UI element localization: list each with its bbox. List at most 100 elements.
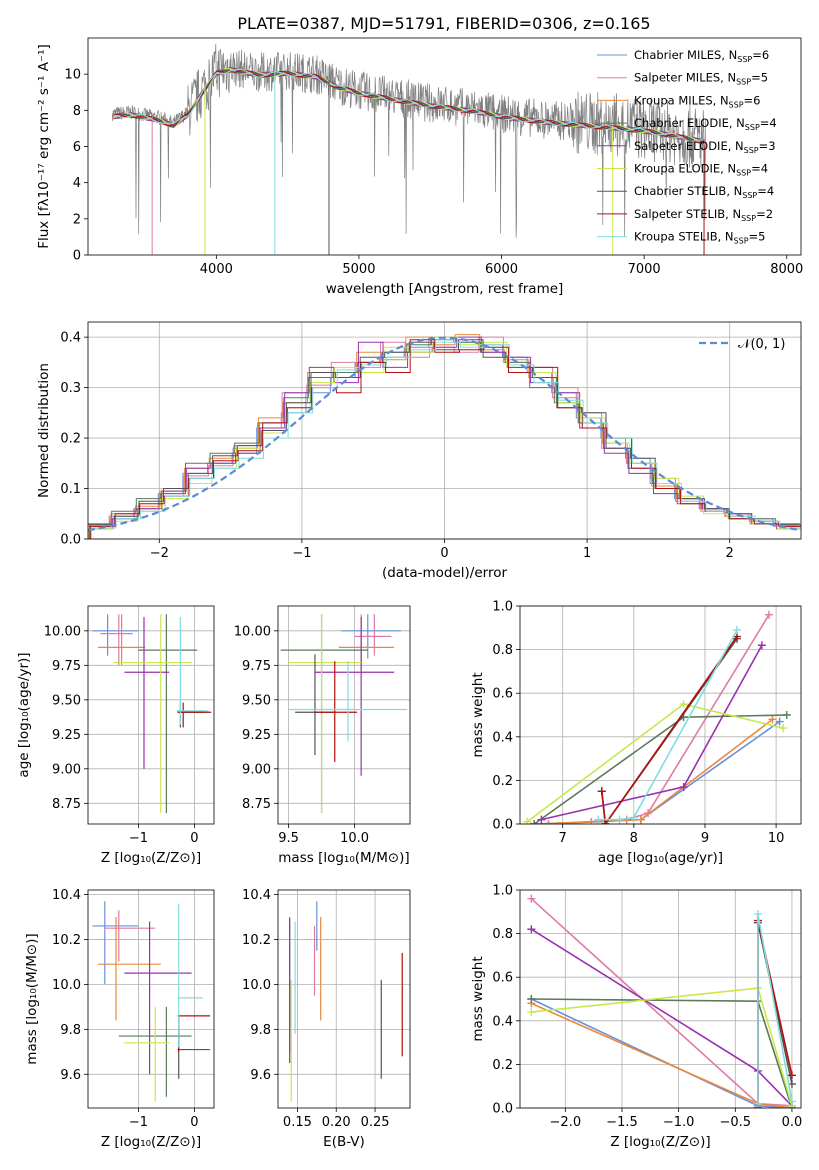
legend-label-text: Kroupa ELODIE, N [634, 162, 736, 176]
y-tick-label: 9.50 [52, 693, 81, 708]
axis-ticks: 7 8 9 10 0.0 0.2 0.4 0.6 0.8 1.0 [492, 600, 784, 847]
extinction-mass-panel: 0.15 0.20 0.25 9.6 9.8 10.0 10.2 10.4 E(B-V) [242, 888, 411, 1150]
y-tick-label: 0.4 [60, 331, 81, 346]
weight-marker [544, 820, 553, 824]
weight-marker [587, 817, 596, 824]
y-tick-label: 0.4 [492, 1014, 513, 1029]
model-spectrum-line [112, 68, 705, 145]
y-tick-label: 10 [64, 68, 81, 83]
x-tick-label: −1 [292, 546, 311, 561]
legend-subscript: SSP [737, 55, 752, 64]
spectrum-panel: 4000 5000 6000 7000 8000 0 2 4 6 8 10 wavelength [A… [36, 37, 803, 297]
legend-label: 𝒩(0, 1) [738, 337, 785, 352]
grid-lines [278, 890, 410, 1108]
y-tick-label: 0.6 [492, 971, 513, 986]
x-tick-label: −2.0 [550, 1115, 582, 1130]
x-tick-label: 2 [726, 546, 734, 561]
histogram-series [88, 334, 800, 526]
legend-count: =6 [752, 48, 769, 62]
weight-series-line [526, 703, 784, 823]
legend-label-text: Chabrier MILES, N [634, 48, 737, 62]
weight-marker [629, 813, 638, 822]
plot-area [280, 614, 408, 813]
y-tick-label: 10.2 [52, 933, 81, 948]
axes-frame [277, 605, 411, 825]
y-tick-label: 9.75 [52, 659, 81, 674]
legend-label: Salpeter STELIB, NSSP=2 [634, 207, 773, 223]
x-tick-label: 0.25 [361, 1115, 390, 1130]
y-tick-label: 0.0 [60, 533, 81, 548]
axis-ticks: 4000 5000 6000 7000 8000 0 2 4 6 8 10 [64, 68, 803, 277]
spectrum-title: PLATE=0387, MJD=51791, FIBERID=0306, z=0… [237, 14, 650, 33]
x-axis-label: Z [log₁₀(Z/Z⊙)] [610, 1134, 710, 1150]
y-tick-label: 0.8 [492, 927, 513, 942]
axes-frame [87, 889, 215, 1109]
weight-marker [537, 815, 546, 824]
axes-frame [277, 889, 411, 1109]
y-axis-label: mass weight [470, 956, 486, 1041]
y-tick-label: 10.2 [242, 933, 271, 948]
x-tick-label: −1.5 [606, 1115, 638, 1130]
weight-marker [787, 1071, 796, 1080]
plot-area [527, 894, 796, 1108]
weight-series-line [530, 998, 792, 1108]
histogram-series [88, 336, 801, 539]
histogram-series [88, 336, 801, 539]
weight-series-line [601, 636, 738, 824]
y-tick-label: 0.0 [492, 818, 513, 833]
x-axis-label: (data-model)/error [382, 565, 508, 581]
x-tick-label: 6000 [485, 262, 518, 277]
plot-area [92, 614, 212, 813]
model-spectrum-line [112, 68, 705, 142]
weight-series-line [598, 629, 738, 821]
histogram-series [89, 339, 801, 539]
grid-lines [88, 322, 801, 540]
y-tick-label: 0.2 [492, 774, 513, 789]
legend-label: Chabrier STELIB, NSSP=4 [634, 184, 774, 200]
weight-marker [530, 820, 539, 824]
y-axis-label: Flux [fλ10⁻¹⁷ erg cm⁻² s⁻¹ A⁻¹] [36, 44, 52, 249]
legend-subscript: SSP [741, 214, 756, 223]
y-tick-label: 0.4 [492, 730, 513, 745]
x-axis-label: Z [log₁₀(Z/Z⊙)] [101, 850, 201, 866]
legend-subscript: SSP [742, 191, 757, 200]
y-tick-label: 1.0 [492, 600, 513, 615]
y-tick-label: 1.0 [492, 884, 513, 899]
x-tick-label: −0.5 [719, 1115, 751, 1130]
y-axis-label: mass [log₁₀(M/M⊙)] [24, 933, 40, 1064]
y-tick-label: 9.8 [250, 1023, 271, 1038]
y-tick-label: 9.6 [60, 1068, 81, 1083]
legend-label: Kroupa STELIB, NSSP=5 [634, 230, 765, 246]
x-tick-label: 0.20 [322, 1115, 351, 1130]
weight-marker [764, 610, 773, 619]
legend-count: =4 [760, 116, 777, 130]
y-tick-label: 8 [73, 104, 81, 119]
axis-ticks: 9.5 10.0 8.75 9.00 9.25 9.50 9.75 10.00 [234, 624, 369, 846]
x-tick-label: 1 [583, 546, 591, 561]
x-tick-label: 7 [559, 831, 567, 846]
y-tick-label: 9.6 [250, 1068, 271, 1083]
weight-series-line [531, 987, 793, 1107]
legend-label: Salpeter MILES, NSSP=5 [634, 71, 768, 87]
legend-count: =5 [751, 71, 768, 85]
legend-subscript: SSP [729, 100, 744, 109]
mass-age-panel: 9.5 10.0 8.75 9.00 9.25 9.50 9.75 10.00 mass [lo… [234, 605, 411, 866]
legend-label-text: Chabrier ELODIE, N [634, 116, 745, 130]
y-tick-label: 10.4 [52, 888, 81, 903]
y-tick-label: 10.0 [242, 978, 271, 993]
weight-marker [601, 820, 610, 824]
grid-lines [88, 890, 214, 1108]
legend-label-text: Kroupa STELIB, N [634, 230, 734, 244]
legend-count: =2 [756, 207, 773, 221]
y-tick-label: 0.8 [492, 643, 513, 658]
x-tick-label: 4000 [200, 262, 233, 277]
x-tick-label: −1 [129, 1115, 148, 1130]
legend-count: =3 [759, 139, 776, 153]
weight-marker [757, 641, 766, 650]
x-tick-label: 0.15 [283, 1115, 312, 1130]
weight-marker [636, 815, 645, 824]
grid-lines [88, 606, 214, 824]
y-tick-label: 0.0 [492, 1102, 513, 1117]
axes-frame [87, 321, 802, 540]
axes-frame [519, 605, 802, 825]
